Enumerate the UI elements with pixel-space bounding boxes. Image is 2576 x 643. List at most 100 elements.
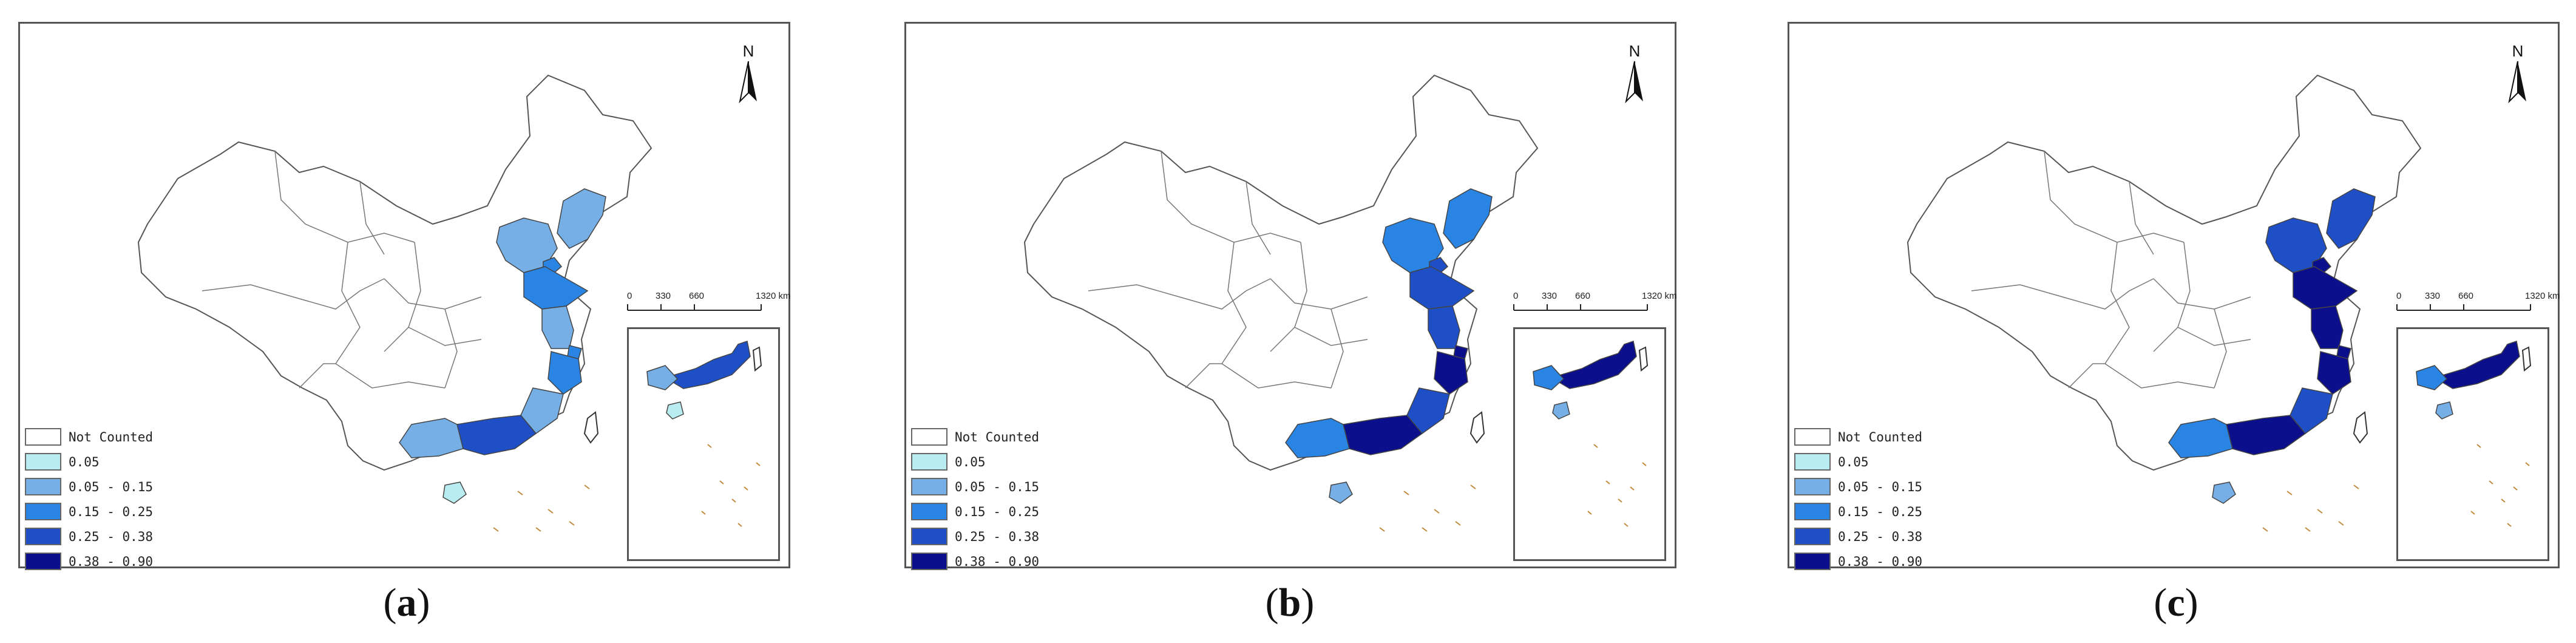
scale-bar: 0 330 660 1320 km bbox=[2396, 291, 2560, 321]
south-china-sea-inset bbox=[1513, 327, 1666, 561]
island-mark bbox=[1379, 527, 1385, 532]
province-liaoning bbox=[2326, 188, 2376, 249]
panel-letter: a bbox=[396, 580, 417, 625]
scale-tick-label: 0 bbox=[1513, 291, 1519, 301]
north-label: N bbox=[1629, 42, 1641, 60]
province-border bbox=[2044, 151, 2185, 243]
island-mark bbox=[1422, 527, 1428, 532]
island-mark bbox=[1470, 485, 1476, 489]
province-guangxi bbox=[2168, 418, 2233, 458]
north-arrow-icon bbox=[1625, 61, 1643, 104]
island-mark bbox=[493, 527, 499, 532]
province-border bbox=[2153, 278, 2251, 310]
legend-label: 0.15 - 0.25 bbox=[955, 504, 1040, 519]
province-fujian bbox=[520, 387, 564, 435]
legend-item: 0.15 - 0.25 bbox=[25, 499, 153, 524]
inset-province-hainan bbox=[666, 401, 684, 420]
south-china-sea-inset bbox=[2396, 327, 2549, 561]
scale-tick-label: 330 bbox=[656, 291, 671, 301]
legend-item: Not Counted bbox=[1794, 424, 1922, 449]
province-border bbox=[202, 278, 385, 310]
province-border bbox=[2129, 181, 2154, 255]
island-mark bbox=[584, 485, 590, 489]
province-border bbox=[1330, 308, 1344, 389]
china-map bbox=[137, 74, 652, 532]
legend-item: Not Counted bbox=[911, 424, 1039, 449]
china-map bbox=[1907, 74, 2422, 532]
island-mark bbox=[547, 509, 554, 514]
scale-tick-label: 1320 km bbox=[756, 291, 791, 301]
province-hainan bbox=[1329, 481, 1353, 504]
province-border bbox=[1185, 363, 1222, 389]
inset-province-hainan bbox=[2435, 401, 2453, 420]
country-outline bbox=[1907, 74, 2422, 471]
legend-swatch bbox=[1794, 503, 1831, 520]
province-fujian bbox=[2290, 387, 2333, 435]
panel-caption: (b) bbox=[1265, 580, 1315, 625]
legend: Not Counted 0.05 0.05 - 0.15 0.15 - 0.25 0.2… bbox=[1794, 424, 1922, 574]
province-zhejiang bbox=[1434, 351, 1468, 395]
legend-label: 0.05 - 0.15 bbox=[69, 479, 154, 494]
island-mark bbox=[2353, 485, 2359, 489]
legend-swatch bbox=[911, 503, 947, 520]
country-outline bbox=[1023, 74, 1539, 471]
legend-label: Not Counted bbox=[69, 429, 154, 444]
province-shandong bbox=[2293, 266, 2358, 310]
legend-swatch bbox=[25, 453, 61, 471]
scale-tick-label: 1320 km bbox=[2525, 291, 2560, 301]
legend-item: 0.05 - 0.15 bbox=[1794, 474, 1922, 499]
scale-tick-label: 660 bbox=[1575, 291, 1591, 301]
province-guangdong bbox=[2226, 415, 2307, 455]
north-arrow-icon bbox=[2508, 61, 2526, 104]
province-guangxi bbox=[399, 418, 464, 458]
province-guangdong bbox=[456, 415, 537, 455]
legend-label: 0.38 - 0.90 bbox=[1838, 554, 1923, 569]
map-panel-c: N 0 330 660 1320 km Not Counted 0.05 0.05 - 0.1… bbox=[1788, 22, 2560, 570]
legend-label: 0.25 - 0.38 bbox=[955, 529, 1040, 544]
legend-item: 0.38 - 0.90 bbox=[1794, 549, 1922, 574]
province-zhejiang bbox=[2317, 351, 2351, 395]
north-label: N bbox=[742, 42, 754, 60]
province-shandong bbox=[1409, 266, 1475, 310]
island-mark bbox=[2262, 527, 2268, 532]
legend-swatch bbox=[911, 553, 947, 570]
legend-item: 0.05 - 0.15 bbox=[911, 474, 1039, 499]
legend-item: 0.38 - 0.90 bbox=[25, 549, 153, 574]
island-mark bbox=[535, 527, 541, 532]
island-mark bbox=[1455, 521, 1461, 526]
inset-province-guangdong bbox=[1550, 341, 1637, 389]
legend-label: 0.05 - 0.15 bbox=[955, 479, 1040, 494]
legend-item: 0.15 - 0.25 bbox=[1794, 499, 1922, 524]
north-arrow: N bbox=[1616, 42, 1653, 115]
province-border bbox=[1161, 151, 1301, 243]
legend-label: 0.38 - 0.90 bbox=[69, 554, 154, 569]
island-taiwan bbox=[2353, 411, 2368, 444]
legend-label: 0.25 - 0.38 bbox=[69, 529, 154, 544]
scale-tick-label: 0 bbox=[2396, 291, 2402, 301]
province-border bbox=[335, 242, 361, 364]
legend-swatch bbox=[911, 428, 947, 446]
legend-label: 0.05 bbox=[955, 454, 986, 469]
legend-swatch bbox=[1794, 553, 1831, 570]
province-fujian bbox=[1406, 387, 1450, 435]
south-china-sea-inset bbox=[627, 327, 780, 561]
north-arrow-icon bbox=[739, 61, 757, 104]
legend-label: 0.15 - 0.25 bbox=[1838, 504, 1923, 519]
panel-caption: (a) bbox=[383, 580, 430, 625]
province-liaoning bbox=[1443, 188, 1493, 249]
province-border bbox=[1246, 181, 1271, 255]
inset-province-guangxi bbox=[2416, 365, 2448, 390]
island-taiwan bbox=[583, 411, 599, 444]
legend-label: 0.15 - 0.25 bbox=[69, 504, 154, 519]
province-hainan bbox=[2212, 481, 2236, 504]
legend-label: 0.38 - 0.90 bbox=[955, 554, 1040, 569]
legend: Not Counted 0.05 0.05 - 0.15 0.15 - 0.25 0.2… bbox=[25, 424, 153, 574]
scale-bar: 0 330 660 1320 km bbox=[627, 291, 791, 321]
province-hainan bbox=[442, 481, 467, 504]
panel-letter: b bbox=[1278, 580, 1301, 625]
legend-item: 0.25 - 0.38 bbox=[1794, 524, 1922, 549]
province-border bbox=[2214, 308, 2227, 389]
province-border bbox=[384, 278, 482, 310]
legend-item: 0.05 bbox=[911, 449, 1039, 474]
legend-label: Not Counted bbox=[1838, 429, 1923, 444]
